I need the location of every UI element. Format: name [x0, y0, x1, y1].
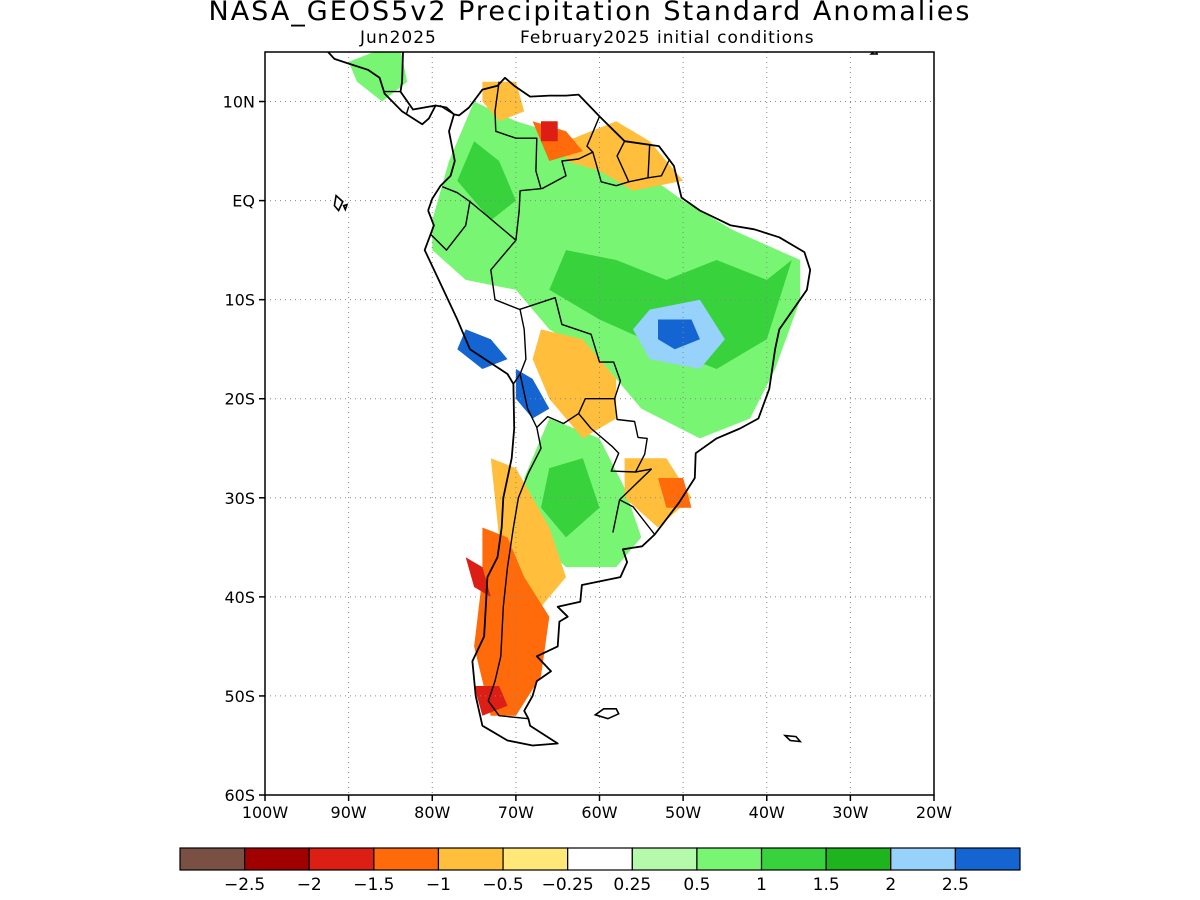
country-border-14: [405, 106, 410, 115]
colorbar-swatch: [825, 847, 892, 871]
colorbar-swatch: [244, 847, 310, 871]
colorbar-label: −0.25: [542, 875, 594, 895]
anomaly-region-9: [457, 329, 508, 369]
lat-tick-label: 50S: [224, 687, 255, 706]
anomaly-region-16: [474, 527, 550, 716]
colorbar-label: 1: [756, 875, 767, 895]
colorbar-swatch: [696, 847, 763, 871]
country-border-7: [619, 499, 656, 535]
lat-tick-label: 30S: [224, 489, 255, 508]
coastline-pacific: [427, 114, 456, 211]
subtitle-initial-conditions: February2025 initial conditions: [520, 28, 815, 48]
colorbar-label: 0.5: [683, 875, 710, 895]
lon-tick-label: 20W: [916, 803, 952, 822]
colorbar-label: 0.25: [613, 875, 651, 895]
country-border-5: [578, 398, 648, 473]
colorbar-label: −1: [426, 875, 451, 895]
coastline: [326, 52, 812, 747]
colorbar-swatch: [179, 847, 246, 871]
colorbar-swatch: [631, 847, 698, 871]
anomaly-region-20: [474, 686, 508, 716]
colorbar-swatch: [890, 847, 956, 871]
anomaly-region-19: [465, 557, 491, 597]
colorbar: −2.5 −2 −1.5 −1 −0.5 −0.25 0.25 0.5 1 1.5 2 2.5: [179, 847, 1021, 895]
colorbar-label: −1.5: [353, 875, 394, 895]
colorbar-label: 1.5: [813, 875, 840, 895]
anomaly-region-8: [658, 319, 700, 350]
colorbar-label: 2: [885, 875, 896, 895]
colorbar-label: −0.5: [482, 875, 523, 895]
anomaly-region-5: [457, 141, 516, 221]
country-border-8: [541, 116, 601, 190]
lon-tick-label: 40W: [749, 803, 785, 822]
anomaly-region-11: [532, 329, 617, 439]
island-3: [782, 734, 803, 743]
anomaly-region-14: [482, 81, 525, 122]
anomaly-region-13: [566, 121, 684, 191]
island-2: [593, 707, 620, 720]
colorbar-swatch: [437, 847, 504, 871]
colorbar-swatch: [308, 847, 375, 871]
anomaly-region-10: [515, 369, 550, 419]
lon-tick-label: 90W: [331, 803, 367, 822]
lon-tick-label: 60W: [581, 803, 617, 822]
country-border-12: [439, 104, 455, 115]
island-4: [869, 52, 879, 55]
anomaly-region-12: [624, 458, 692, 528]
anomaly-region-3: [348, 52, 408, 102]
lat-tick-label: EQ: [232, 192, 255, 211]
lon-tick-label: 30W: [832, 803, 868, 822]
colorbar-swatch: [373, 847, 440, 871]
lat-tick-label: 10S: [224, 291, 255, 310]
lon-tick-label: 50W: [665, 803, 701, 822]
country-border-4: [518, 297, 622, 428]
lat-tick-label: 10N: [223, 93, 255, 112]
lat-tick-label: 60S: [224, 786, 255, 805]
anomaly-region-17: [658, 478, 692, 508]
country-border-6: [612, 468, 652, 533]
colorbar-swatch: [567, 847, 633, 871]
lat-tick-label: 20S: [224, 390, 255, 409]
subtitle-month: Jun2025: [360, 28, 437, 48]
island-1: [342, 203, 349, 212]
coastline-layer: [326, 52, 879, 747]
lon-tick-label: 100W: [242, 803, 289, 822]
country-border-11: [647, 158, 671, 179]
colorbar-swatch: [502, 847, 569, 871]
colorbar-label: −2.5: [224, 875, 265, 895]
map-title: NASA_GEOS5v2 Precipitation Standard Anom…: [208, 0, 972, 27]
country-border-3: [487, 373, 542, 720]
lon-tick-label: 70W: [498, 803, 534, 822]
country-border-9: [592, 140, 630, 187]
lon-tick-label: 80W: [414, 803, 450, 822]
island-0: [333, 194, 344, 212]
colorbar-swatch: [760, 847, 827, 871]
country-border-0: [442, 81, 542, 241]
colorbar-label: −2: [297, 875, 322, 895]
colorbar-swatch: [954, 847, 1021, 871]
anomaly-fill-layer: [348, 52, 809, 736]
country-border-1: [430, 201, 471, 251]
country-border-2: [490, 239, 527, 385]
anomaly-region-21: [541, 121, 558, 142]
lat-tick-label: 40S: [224, 588, 255, 607]
colorbar-label: 2.5: [942, 875, 969, 895]
